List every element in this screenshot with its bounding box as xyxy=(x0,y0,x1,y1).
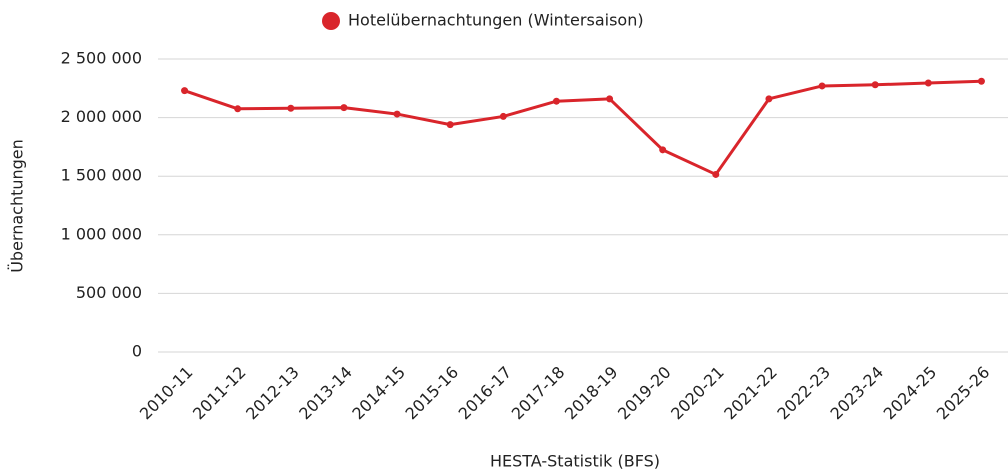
point xyxy=(446,121,454,129)
point xyxy=(499,112,507,120)
point xyxy=(924,79,932,87)
point xyxy=(712,170,720,178)
point xyxy=(393,110,401,118)
point xyxy=(340,104,348,112)
y-tick-label: 2 000 000 xyxy=(61,107,142,126)
x-tick-label: 2023-24 xyxy=(826,363,887,424)
x-tick-label: 2014-15 xyxy=(348,363,409,424)
point xyxy=(977,77,985,85)
line xyxy=(184,79,982,176)
point xyxy=(659,146,667,154)
x-tick-label: 2017-18 xyxy=(508,363,569,424)
x-tick-label: 2013-14 xyxy=(295,363,356,424)
x-tick-label: 2016-17 xyxy=(455,363,516,424)
x-tick-label: 2018-19 xyxy=(561,363,622,424)
point xyxy=(606,95,614,103)
x-axis-title: HESTA-Statistik (BFS) xyxy=(490,452,660,471)
x-tick-label: 2019-20 xyxy=(614,363,675,424)
y-tick-label: 1 000 000 xyxy=(61,224,142,243)
legend-label: Hotelübernachtungen (Wintersaison) xyxy=(348,11,644,30)
x-tick-label: 2015-16 xyxy=(401,363,462,424)
point xyxy=(818,82,826,90)
x-tick-label: 2025-26 xyxy=(933,363,994,424)
x-tick-label: 2010-11 xyxy=(136,363,197,424)
x-tick-label: 2011-12 xyxy=(189,363,250,424)
y-tick-label: 500 000 xyxy=(76,283,142,302)
legend-swatch xyxy=(322,12,340,30)
y-axis-title: Übernachtungen xyxy=(8,139,27,273)
x-tick-label: 2022-23 xyxy=(773,363,834,424)
point xyxy=(552,97,560,105)
point xyxy=(871,81,879,89)
x-tick-label: 2024-25 xyxy=(880,363,941,424)
point xyxy=(765,95,773,103)
point xyxy=(181,87,189,95)
y-tick-label: 1 500 000 xyxy=(61,166,142,185)
point xyxy=(234,105,242,113)
y-tick-label: 2 500 000 xyxy=(61,49,142,68)
x-tick-label: 2021-22 xyxy=(720,363,781,424)
y-tick-label: 0 xyxy=(132,342,142,361)
x-tick-label: 2020-21 xyxy=(667,363,728,424)
point xyxy=(287,104,295,112)
x-tick-label: 2012-13 xyxy=(242,363,303,424)
